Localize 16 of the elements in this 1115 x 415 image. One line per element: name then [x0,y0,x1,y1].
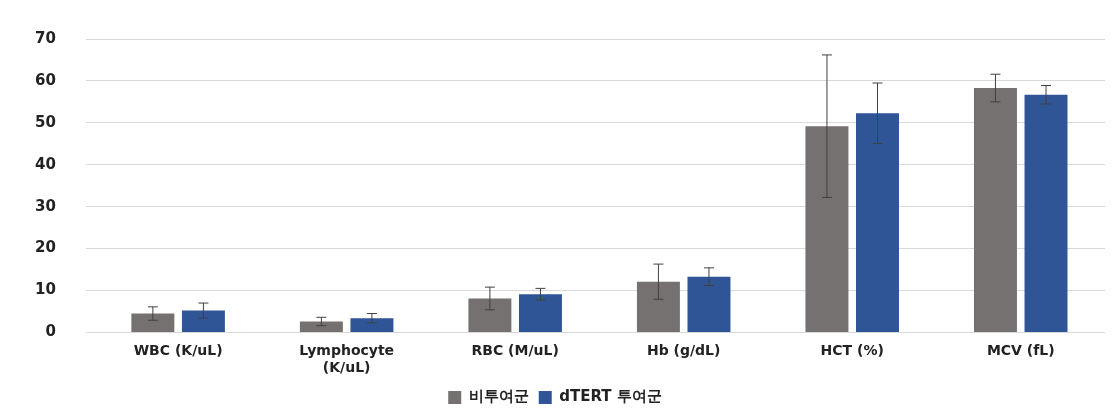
y-tick-label: 70 [35,28,56,47]
y-tick-label: 40 [35,154,56,173]
y-tick-label: 20 [35,238,56,257]
x-tick-label: WBC (K/uL) [133,342,223,359]
x-tick-label: Lymphocyte (K/uL) [299,342,395,376]
x-tick-label: HCT (%) [820,342,884,359]
y-tick-label: 10 [35,280,56,299]
x-tick-label: Hb (g/dL) [646,342,721,359]
legend-label: dTERT 투여군 [559,387,662,406]
y-tick-label: 0 [45,322,56,341]
y-tick-label: 30 [35,196,56,215]
y-tick-label: 50 [35,112,56,131]
legend-label: 비투여군 [468,387,529,406]
x-tick-label: RBC (M/uL) [471,342,559,359]
y-tick-label: 60 [35,70,56,89]
x-tick-label: MCV (fL) [986,342,1055,359]
